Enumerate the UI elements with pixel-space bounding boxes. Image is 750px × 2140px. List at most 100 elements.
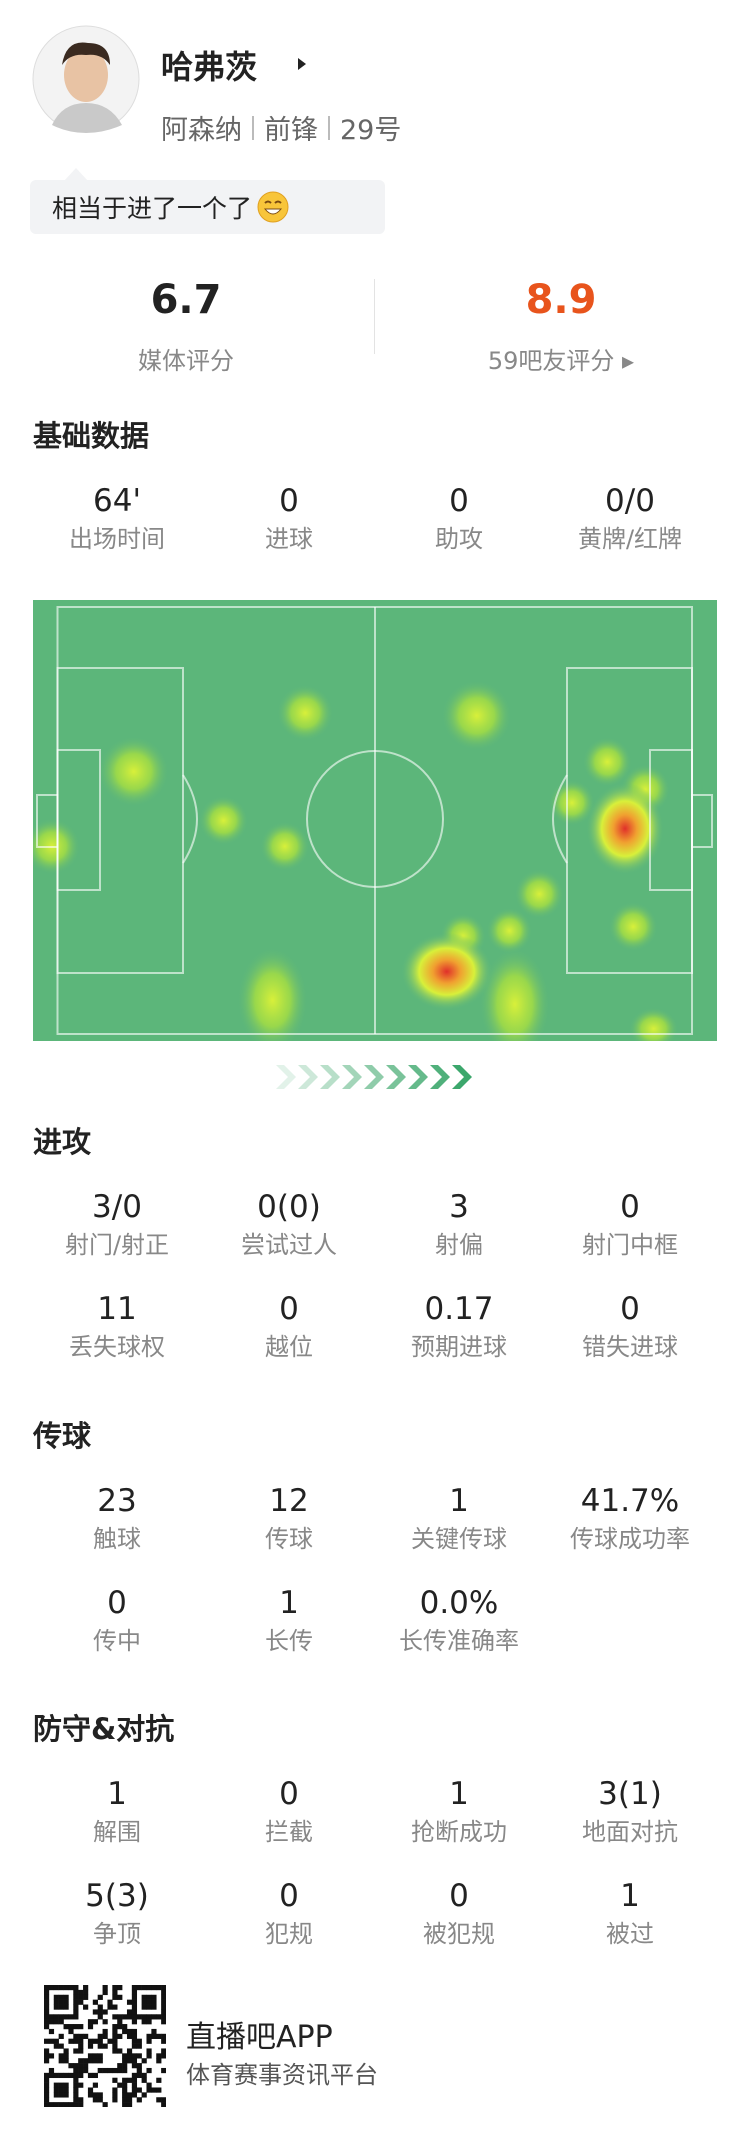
qr-cell [92,2009,98,2015]
qr-cell [161,2038,166,2044]
stat-label: 地面对抗 [582,1818,678,1846]
qr-cell [68,2038,74,2044]
qr-cell [73,2077,79,2083]
qr-cell [122,2102,128,2107]
qr-cell [68,2014,74,2020]
qr-cell [126,2009,133,2015]
qr-cell [58,2102,64,2107]
qr-cell [146,2067,152,2074]
qr-cell [87,2092,94,2098]
stat-value: 23 [97,1483,137,1519]
stat-value: 1 [449,1483,469,1519]
avatar[interactable] [32,25,142,135]
qr-cell [131,2014,138,2020]
qr-cell [73,2033,79,2039]
qr-cell [122,2097,128,2103]
chevron [364,1065,384,1089]
qr-cell [78,2082,84,2088]
qr-cell [58,2019,64,2025]
qr-cell [117,2019,123,2025]
qr-cell [102,2033,108,2039]
arrow-icon [298,58,306,70]
qr-cell [141,2004,147,2010]
qr-cell [122,2092,128,2098]
stat-value: 5(3) [85,1878,149,1914]
qr-cell [73,2087,79,2093]
qr-cell [136,2053,142,2059]
qr-cell [151,2014,157,2020]
qr-cell [63,1999,69,2005]
qr-cell [126,2092,133,2098]
qr-cell [58,1994,64,2000]
qr-cell [136,2038,142,2044]
qr-cell [141,1985,147,1991]
qr-cell [136,2097,142,2103]
qr-cell [151,2033,157,2039]
stat-label: 拦截 [265,1818,313,1846]
qr-cell [44,2048,50,2054]
qr-cell [58,2072,64,2079]
qr-cell [141,2014,147,2020]
qr-cell [131,2019,138,2025]
heat-spot [98,736,170,807]
qr-cell [73,2063,79,2069]
qr-cell [44,2009,50,2015]
qr-cell [131,2028,138,2035]
stat-value: 3/0 [92,1189,142,1225]
stat-label: 触球 [93,1525,141,1553]
qr-cell [112,2033,118,2039]
qr-cell [146,2087,152,2093]
qr-cell [44,1985,50,1991]
qr-cell [117,2067,123,2074]
qr-cell [161,2048,166,2054]
heat-spot [628,1007,679,1041]
qr-cell [122,2077,128,2083]
qr-cell [48,1985,55,1991]
qr-cell [58,1985,64,1991]
fan-rating[interactable]: 8.9 59吧友评分 ▸ [411,277,711,376]
comment-bubble: 相当于进了一个了 [30,180,385,234]
player-name[interactable]: 哈弗茨 [161,48,258,86]
qr-cell [97,2038,103,2044]
qr-cell [117,2082,123,2088]
qr-cell [126,2058,133,2064]
qr-cell [131,2072,138,2079]
heat-spot [479,947,551,1041]
qr-cell [63,2014,69,2020]
qr-cell [146,2019,152,2025]
stat-value: 0 [449,483,469,519]
qr-cell [78,2067,84,2074]
stat-label: 传球成功率 [570,1525,690,1553]
qr-cell [73,2038,79,2044]
qr-cell [87,2053,94,2059]
qr-cell [112,1989,118,1996]
qr-cell [48,2053,55,2059]
qr-cell [97,1994,103,2000]
qr-cell [107,1999,113,2005]
qr-cell [78,2058,84,2064]
qr-cell [102,2009,108,2015]
qr-cell [58,2087,64,2093]
stat-value: 0 [279,1878,299,1914]
qr-cell [122,2067,128,2074]
qr-cell [151,1994,157,2000]
qr-cell [156,2014,162,2020]
qr-cell [92,2092,98,2098]
qr-cell [151,1985,157,1991]
qr-cell [136,2014,142,2020]
qr-cell [44,2038,50,2044]
qr-cell [156,2053,162,2059]
stat-label: 传球 [265,1525,313,1553]
qr-cell [102,1985,108,1991]
qr-cell [161,2014,166,2020]
qr-cell [126,2014,133,2020]
qr-cell [141,2072,147,2079]
qr-cell [63,2024,69,2030]
qr-cell [126,2028,133,2035]
qr-cell [156,1985,162,1991]
qr-cell [92,1999,98,2005]
stat-value: 12 [269,1483,309,1519]
qr-cell [151,2004,157,2010]
qr-cell [156,2097,162,2103]
qr-cell [78,2072,84,2079]
